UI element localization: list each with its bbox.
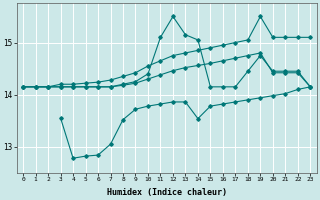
X-axis label: Humidex (Indice chaleur): Humidex (Indice chaleur) [107,188,227,197]
